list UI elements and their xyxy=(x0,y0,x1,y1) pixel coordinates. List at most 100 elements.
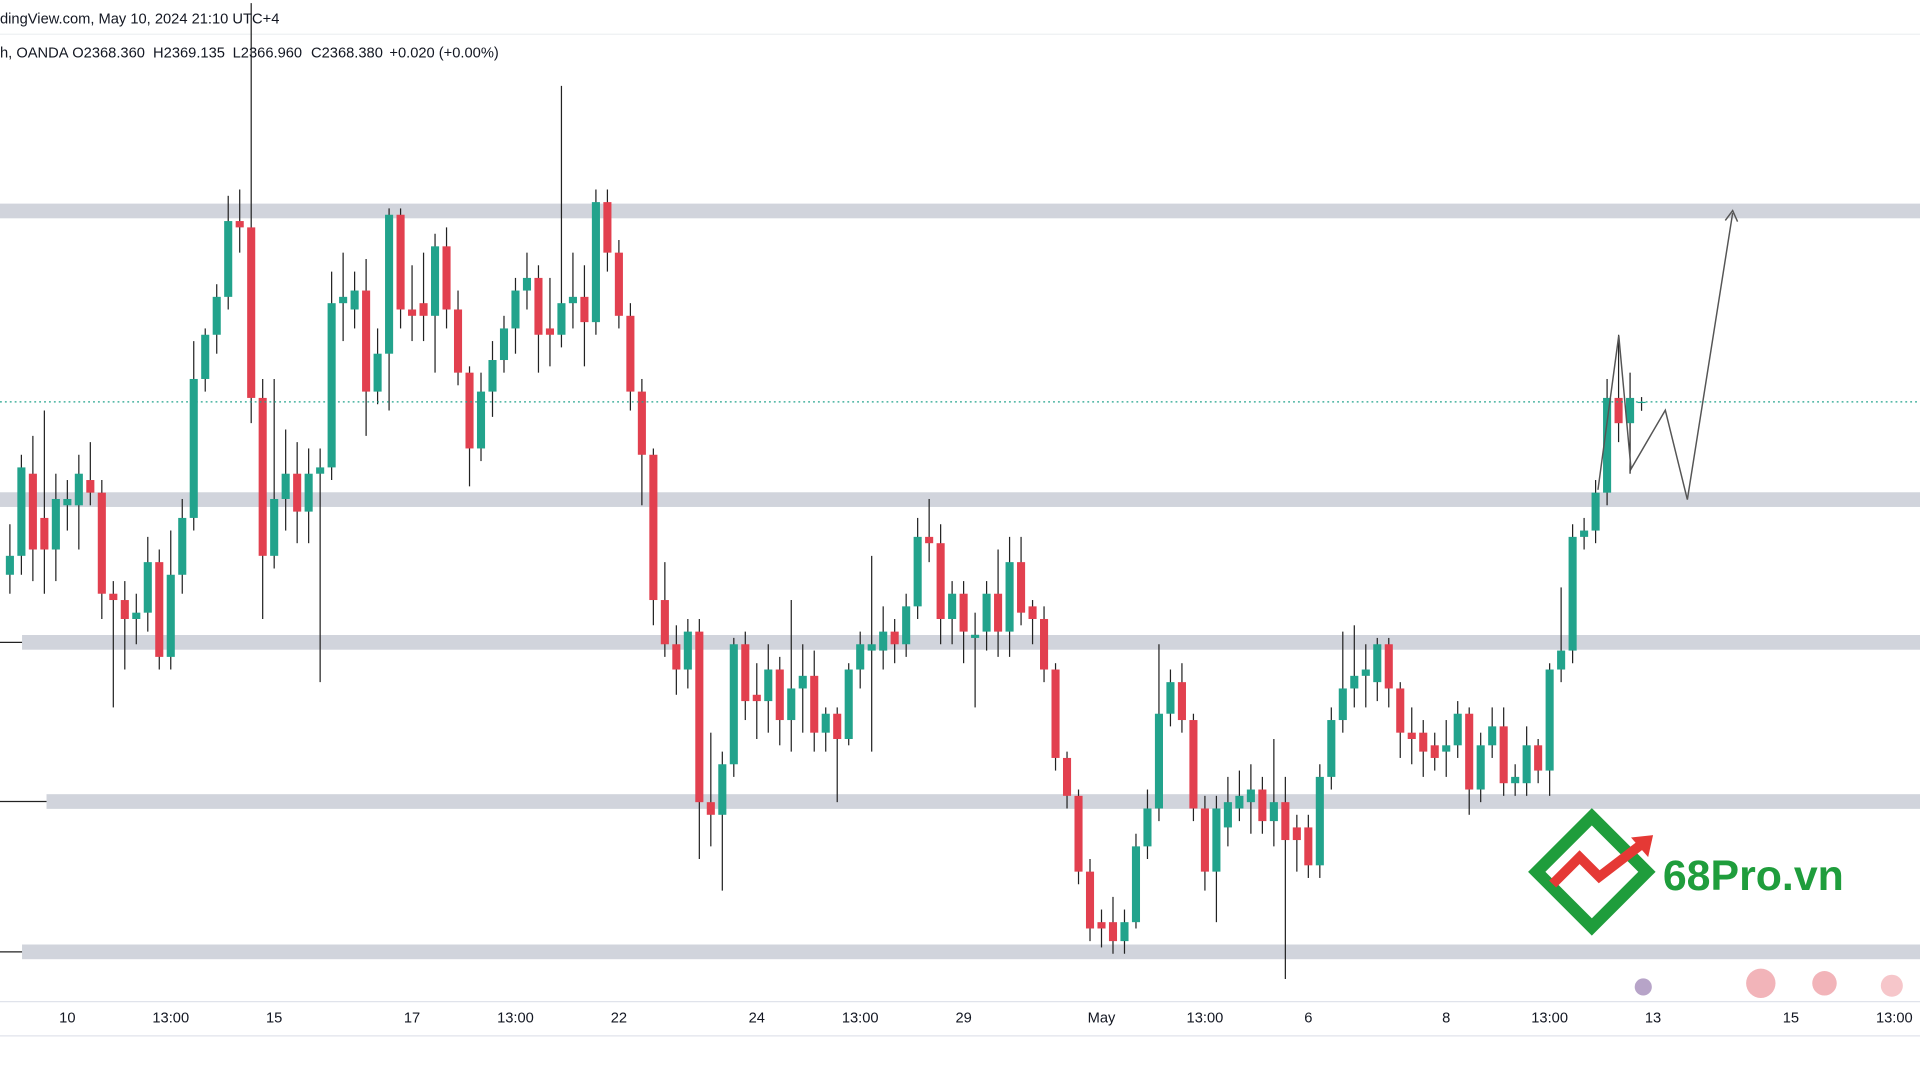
candle-body xyxy=(1522,745,1531,784)
candle-body xyxy=(499,328,509,361)
candle-body xyxy=(419,303,428,316)
candle-body xyxy=(1534,745,1543,771)
candle-body xyxy=(994,593,1003,632)
x-tick-label: 15 xyxy=(1783,1010,1799,1026)
candle-body xyxy=(511,290,520,329)
candle-body xyxy=(1108,922,1118,942)
logo: 68Pro.vn xyxy=(1528,808,1844,936)
ohlc-open: O2368.360 xyxy=(72,46,145,62)
projection-path xyxy=(1597,212,1734,500)
icon xyxy=(1634,978,1652,996)
candle-body xyxy=(798,675,807,689)
candle-body xyxy=(97,492,106,594)
candle-body xyxy=(1603,397,1612,493)
candle-body xyxy=(775,669,784,721)
x-tick-label: 13:00 xyxy=(1531,1010,1568,1026)
candle-body xyxy=(1465,713,1474,790)
candle-body xyxy=(695,631,704,803)
candle-body xyxy=(660,600,669,645)
candle-body xyxy=(1166,682,1175,714)
candle-body xyxy=(1017,562,1026,613)
candle-body xyxy=(729,644,738,765)
candle-body xyxy=(201,334,210,379)
candle-body xyxy=(764,669,773,702)
candle-body xyxy=(166,574,175,657)
candle-body xyxy=(476,391,486,449)
candle-body xyxy=(120,600,129,619)
ohlc-close: C2368.380 xyxy=(311,46,383,62)
candle-body xyxy=(132,612,141,619)
candle-body xyxy=(1614,397,1623,424)
candle-body xyxy=(442,246,451,310)
candle-body xyxy=(614,252,623,316)
candle-body xyxy=(1269,802,1278,822)
candle-body xyxy=(649,454,658,601)
candle-body xyxy=(545,328,554,335)
candle-body xyxy=(890,631,899,645)
candle-body xyxy=(224,221,233,297)
candle-body xyxy=(1591,492,1600,531)
candle-body xyxy=(1430,745,1439,758)
icon xyxy=(1746,968,1776,998)
x-tick-label: 15 xyxy=(266,1010,282,1026)
candle-body xyxy=(557,303,566,335)
candle-body xyxy=(1154,713,1163,809)
candle-body xyxy=(959,593,968,632)
candle-body xyxy=(1235,795,1244,809)
candle-body xyxy=(741,644,750,702)
ohlc-low: L2366.960 xyxy=(233,46,302,62)
candle-body xyxy=(5,555,14,575)
x-tick-label: 13:00 xyxy=(497,1010,534,1026)
candle-body xyxy=(1074,795,1083,872)
candle-body xyxy=(86,480,95,493)
levels xyxy=(0,203,1920,960)
candle-body xyxy=(936,543,945,619)
candle-body xyxy=(74,473,83,506)
candle-body xyxy=(1246,789,1255,803)
candle-body xyxy=(17,467,26,556)
candle-body xyxy=(189,378,198,518)
candle-body xyxy=(821,713,830,733)
x-tick-label: 22 xyxy=(611,1010,627,1026)
logo-arrow xyxy=(1549,841,1644,888)
candle-body xyxy=(833,713,842,739)
candle-body xyxy=(1327,720,1336,777)
candle-body xyxy=(1407,732,1416,739)
candle-body xyxy=(1315,776,1324,866)
candle-body xyxy=(1028,606,1037,619)
candle-body xyxy=(1488,726,1497,746)
candle-body xyxy=(1223,802,1232,828)
candle-body xyxy=(1545,669,1554,771)
x-tick-label: 13:00 xyxy=(1187,1010,1224,1026)
ohlc-legend: h, OANDA O2368.360 H2369.135 L2366.960 C… xyxy=(0,46,499,62)
candle-body xyxy=(971,634,980,638)
candle-body xyxy=(1292,827,1301,841)
x-tick-label: May xyxy=(1088,1010,1116,1026)
level-zone xyxy=(22,944,1920,960)
candle-body xyxy=(706,802,715,815)
ohlc-high: H2369.135 xyxy=(153,46,225,62)
candle-body xyxy=(155,562,164,657)
candle-body xyxy=(1476,745,1485,790)
candle-body xyxy=(63,498,72,506)
toolbar-icons xyxy=(1634,968,1903,998)
candle-body xyxy=(1200,808,1209,872)
candle-body xyxy=(178,517,187,575)
candle-body xyxy=(465,372,474,449)
candle-body xyxy=(293,473,302,512)
candle-body xyxy=(879,631,888,651)
candle-body xyxy=(1281,802,1290,841)
candle-body xyxy=(453,309,463,373)
candle-body xyxy=(1258,789,1267,822)
candle-body xyxy=(591,202,600,323)
candle-body xyxy=(1189,720,1198,809)
candle-body xyxy=(1051,669,1060,758)
candle-body xyxy=(844,669,853,739)
candle-body xyxy=(1511,776,1520,784)
candle-body xyxy=(316,467,325,474)
x-tick-label: 13 xyxy=(1645,1010,1661,1026)
candle-body xyxy=(1131,846,1141,923)
icon xyxy=(1880,974,1903,997)
candle-body xyxy=(925,536,934,544)
